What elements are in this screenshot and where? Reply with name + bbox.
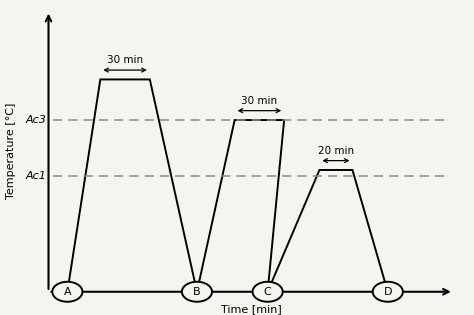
Text: 20 min: 20 min [318,146,354,156]
Text: Ac3: Ac3 [25,115,46,125]
Text: D: D [383,287,392,297]
Circle shape [52,282,82,302]
Circle shape [373,282,403,302]
Text: 30 min: 30 min [107,55,143,66]
Text: C: C [264,287,272,297]
Circle shape [182,282,212,302]
Text: B: B [193,287,201,297]
Text: Temperature [°C]: Temperature [°C] [6,103,16,199]
Text: Time [min]: Time [min] [221,304,282,314]
Text: Ac1: Ac1 [25,171,46,181]
Text: A: A [64,287,71,297]
Circle shape [253,282,283,302]
Text: 30 min: 30 min [241,96,277,106]
